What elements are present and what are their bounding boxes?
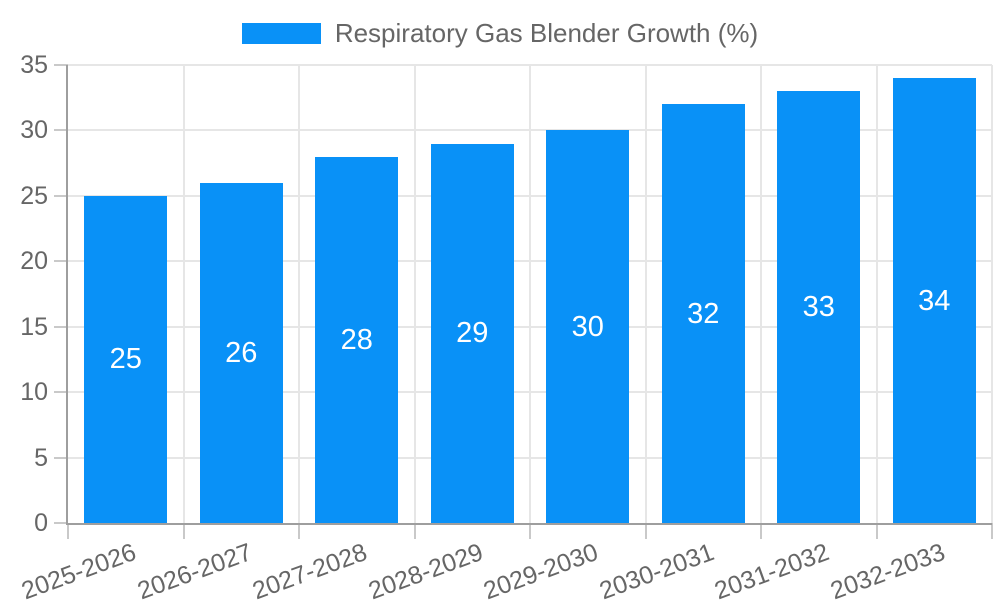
x-axis-tick (182, 523, 185, 539)
bar-value-label: 28 (340, 323, 373, 356)
gridline-vertical (760, 65, 762, 523)
x-axis-tick-label: 2027-2028 (249, 538, 371, 600)
gridline-vertical (529, 65, 531, 523)
x-axis-tick-label: 2032-2033 (826, 538, 949, 600)
y-axis-tick (54, 325, 68, 328)
x-axis-tick (644, 523, 647, 539)
legend-swatch (241, 22, 321, 44)
y-axis-line (66, 65, 68, 525)
bar-2026-2027[interactable]: 26 (199, 182, 283, 523)
gridline-vertical (413, 65, 416, 523)
gridline-vertical (182, 65, 185, 523)
y-axis-tick (54, 64, 68, 66)
x-axis-tick-label: 2028-2029 (364, 538, 487, 600)
y-axis-tick-label: 25 (20, 181, 48, 210)
y-axis-tick (54, 129, 68, 132)
x-axis-tick-label: 2026-2027 (133, 538, 256, 600)
y-axis-tick (54, 194, 68, 197)
bar-2032-2033[interactable]: 34 (892, 78, 976, 523)
bar-2031-2032[interactable]: 33 (777, 91, 861, 523)
x-axis-tick-label: 2025-2026 (18, 538, 140, 600)
bar-value-label: 33 (802, 291, 835, 324)
legend-label: Respiratory Gas Blender Growth (%) (334, 18, 759, 48)
bar-2025-2026[interactable]: 25 (84, 195, 168, 523)
x-axis-tick (298, 523, 300, 539)
gridline-vertical (644, 65, 647, 523)
bar-value-label: 29 (456, 317, 489, 350)
x-axis-tick-label: 2030-2031 (595, 538, 718, 600)
gridline-vertical (298, 65, 300, 523)
x-axis-tick (67, 523, 69, 539)
x-axis-tick (760, 523, 762, 539)
y-axis-tick-label: 20 (20, 247, 48, 276)
y-axis-tick-label: 30 (20, 116, 48, 145)
x-axis-tick (413, 523, 416, 539)
x-axis-tick (991, 523, 993, 539)
bar-2030-2031[interactable]: 32 (661, 104, 745, 523)
y-axis-tick (54, 456, 68, 459)
bar-2027-2028[interactable]: 28 (315, 156, 399, 523)
bar-2029-2030[interactable]: 30 (546, 130, 630, 523)
bar-value-label: 34 (918, 284, 951, 317)
x-axis-line (66, 523, 992, 525)
y-axis-tick-label: 35 (20, 51, 48, 79)
y-axis-tick-label: 5 (34, 443, 48, 472)
gridline-vertical (875, 65, 878, 523)
y-axis-tick (54, 260, 68, 263)
x-axis-tick-label: 2031-2032 (711, 538, 833, 600)
y-axis-tick-label: 15 (20, 312, 48, 341)
legend[interactable]: Respiratory Gas Blender Growth (%) (0, 20, 1000, 46)
bar-value-label: 30 (571, 310, 604, 343)
y-axis-tick-label: 10 (20, 378, 48, 407)
bar-value-label: 32 (687, 297, 720, 330)
x-axis-tick (529, 523, 531, 539)
bar-value-label: 26 (225, 336, 258, 369)
x-axis-tick-label: 2029-2030 (480, 538, 602, 600)
y-axis-tick (54, 522, 68, 524)
x-axis-tick (875, 523, 878, 539)
bar-2028-2029[interactable]: 29 (430, 143, 514, 523)
bar-value-label: 25 (109, 343, 142, 376)
y-axis-tick (54, 391, 68, 394)
gridline-vertical (991, 65, 993, 523)
y-axis-tick-label: 0 (34, 509, 48, 537)
